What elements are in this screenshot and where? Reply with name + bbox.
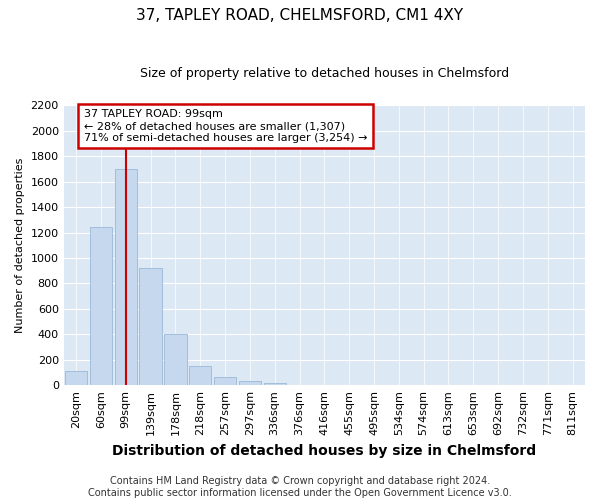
Text: 37, TAPLEY ROAD, CHELMSFORD, CM1 4XY: 37, TAPLEY ROAD, CHELMSFORD, CM1 4XY — [136, 8, 464, 22]
Bar — [189, 366, 211, 385]
Bar — [90, 228, 112, 385]
X-axis label: Distribution of detached houses by size in Chelmsford: Distribution of detached houses by size … — [112, 444, 536, 458]
Text: 37 TAPLEY ROAD: 99sqm
← 28% of detached houses are smaller (1,307)
71% of semi-d: 37 TAPLEY ROAD: 99sqm ← 28% of detached … — [83, 110, 367, 142]
Y-axis label: Number of detached properties: Number of detached properties — [15, 158, 25, 333]
Bar — [115, 169, 137, 385]
Bar — [65, 370, 87, 385]
Text: Contains HM Land Registry data © Crown copyright and database right 2024.
Contai: Contains HM Land Registry data © Crown c… — [88, 476, 512, 498]
Bar — [164, 334, 187, 385]
Bar — [239, 382, 261, 385]
Title: Size of property relative to detached houses in Chelmsford: Size of property relative to detached ho… — [140, 68, 509, 80]
Bar — [263, 382, 286, 385]
Bar — [139, 268, 162, 385]
Bar — [214, 377, 236, 385]
